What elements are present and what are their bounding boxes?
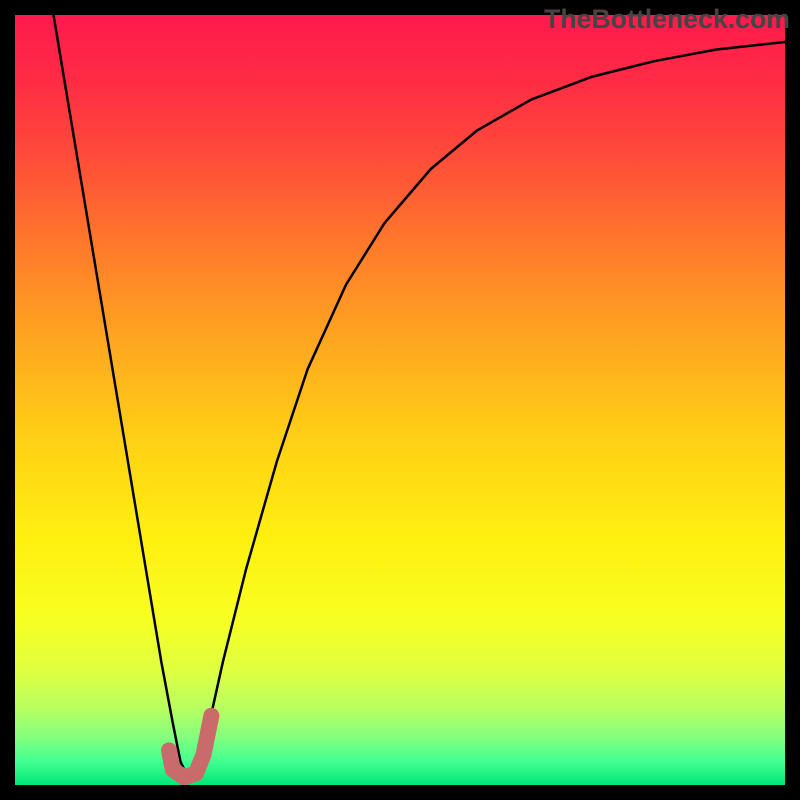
chart-frame: TheBottleneck.com — [0, 0, 800, 800]
bottleneck-chart-svg — [15, 15, 785, 785]
gradient-background — [15, 15, 785, 785]
watermark-text: TheBottleneck.com — [544, 4, 790, 35]
plot-area — [15, 15, 785, 785]
